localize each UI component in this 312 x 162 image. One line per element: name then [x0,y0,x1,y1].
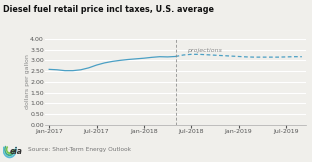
Wedge shape [6,146,13,154]
Wedge shape [2,146,17,158]
Y-axis label: dollars per gallon: dollars per gallon [25,54,30,109]
Text: eia: eia [10,147,23,156]
Wedge shape [4,146,15,156]
Text: projections: projections [187,47,222,52]
Text: Source: Short-Term Energy Outlook: Source: Short-Term Energy Outlook [28,147,131,152]
Text: Diesel fuel retail price incl taxes, U.S. average: Diesel fuel retail price incl taxes, U.S… [3,5,214,14]
